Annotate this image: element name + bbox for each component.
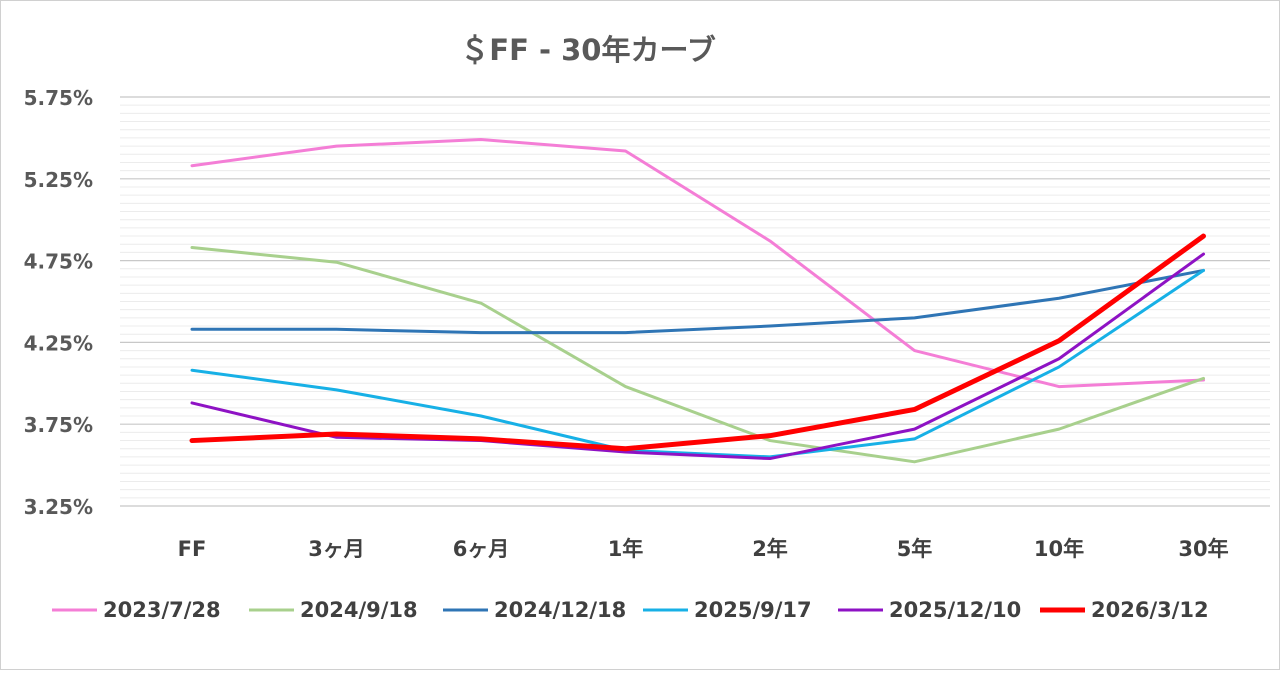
x-tick-label: 2年 [752,537,788,561]
x-tick-label: 5年 [897,537,933,561]
series-line [190,268,1205,335]
y-tick-label: 3.75% [24,413,93,437]
x-tick-label: 30年 [1178,537,1228,561]
y-tick-label: 4.25% [24,331,93,355]
series-line [190,252,1205,461]
legend-label: 2026/3/12 [1091,598,1209,622]
y-tick-label: 5.75% [24,86,93,110]
legend-label: 2025/9/17 [694,598,812,622]
y-tick-label: 4.75% [24,250,93,274]
series-line [190,246,1205,464]
x-tick-label: 6ヶ月 [453,537,510,561]
series-line [189,233,1206,452]
legend-label: 2025/12/10 [889,598,1021,622]
x-tick-label: 3ヶ月 [308,537,365,561]
x-tick-label: 10年 [1034,537,1084,561]
chart-title: ＄FF - 30年カーブ [460,33,715,67]
series-lines [189,138,1206,464]
legend-label: 2023/7/28 [103,598,221,622]
x-tick-label: FF [178,537,207,561]
series-line [190,268,1205,459]
legend: 2023/7/28 2024/9/18 2024/12/18 2025/9/17 202… [52,598,1209,622]
x-axis: FF 3ヶ月 6ヶ月 1年 2年 5年 10年 30年 [178,537,1229,561]
x-tick-label: 1年 [608,537,644,561]
legend-label: 2024/9/18 [300,598,418,622]
y-axis: 3.25% 3.75% 4.25% 4.75% 5.25% 5.75% [24,86,93,519]
y-tick-label: 3.25% [24,495,93,519]
legend-label: 2024/12/18 [494,598,626,622]
y-tick-label: 5.25% [24,168,93,192]
